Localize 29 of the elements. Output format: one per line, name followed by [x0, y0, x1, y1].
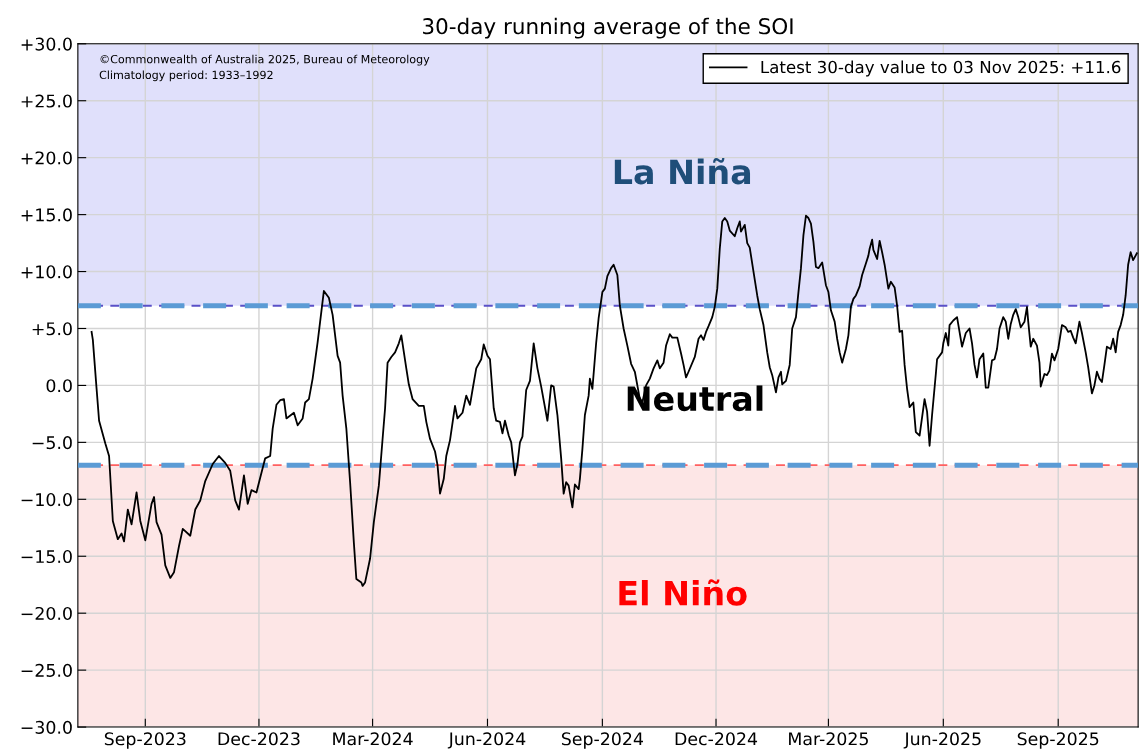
y-tick-label: +20.0	[21, 151, 72, 165]
band-label: La Niña	[614, 158, 751, 185]
annotation: Climatology period: 1933–1992	[99, 70, 273, 82]
y-tick-label: 0.0	[46, 379, 72, 393]
annotation: ©Commonwealth of Australia 2025, Bureau of Meteorology	[100, 54, 430, 66]
x-tick-label: Sep-2024	[561, 732, 643, 749]
y-tick-label: −10.0	[21, 493, 72, 507]
x-tick-label: Sep-2023	[104, 732, 186, 749]
y-tick-label: +15.0	[21, 208, 72, 222]
y-tick-label: +10.0	[21, 265, 72, 279]
x-tick-label: Jun-2025	[903, 732, 981, 749]
x-tick-label: Mar-2025	[789, 732, 868, 746]
x-tick-label: Dec-2024	[675, 732, 758, 746]
y-tick-label: −25.0	[21, 663, 72, 677]
y-tick-label: +30.0	[21, 37, 72, 51]
y-tick-label: −30.0	[21, 720, 72, 734]
x-tick-label: Jun-2024	[447, 732, 526, 749]
x-tick-label: Dec-2023	[218, 732, 300, 746]
y-tick-label: −5.0	[32, 436, 72, 450]
band-label: El Niño	[619, 579, 747, 606]
y-tick-label: +5.0	[32, 322, 72, 336]
annotation: Neutral	[627, 385, 763, 412]
y-tick-label: −20.0	[21, 606, 72, 621]
y-tick-label: −15.0	[21, 549, 72, 564]
legend-label: Latest 30-day value to 03 Nov 2025: +11.6	[761, 60, 1121, 77]
x-tick-label: Sep-2025	[1017, 732, 1099, 749]
y-tick-label: +25.0	[21, 94, 72, 108]
x-tick-label: Mar-2024	[333, 732, 413, 746]
chart-title: 30-day running average of the SOI	[423, 17, 793, 39]
